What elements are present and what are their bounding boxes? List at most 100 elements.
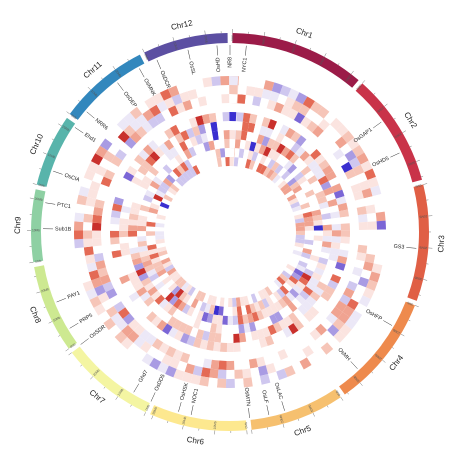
heat-cell	[259, 154, 268, 165]
heat-cell	[147, 185, 158, 194]
tick-mark	[112, 66, 116, 70]
heat-cell	[176, 121, 186, 133]
tick-mark	[29, 262, 34, 264]
heat-cell	[270, 161, 280, 172]
heat-cell	[127, 330, 140, 343]
heat-cell	[296, 193, 307, 202]
heat-cell	[176, 164, 186, 175]
heat-cell	[130, 252, 141, 260]
heat-cell	[352, 164, 365, 176]
heat-cell	[154, 112, 166, 125]
heat-cell	[253, 301, 261, 312]
heat-cell	[270, 332, 281, 344]
heat-cell	[172, 308, 182, 320]
heat-cell	[149, 252, 160, 260]
heat-cell	[159, 272, 170, 282]
heat-cell	[120, 337, 134, 350]
heat-cell	[250, 367, 260, 378]
heat-cell	[261, 116, 271, 128]
heat-cell	[320, 181, 332, 191]
heat-cell	[256, 356, 266, 368]
heat-cell	[259, 97, 270, 109]
heat-cell	[128, 181, 140, 192]
heat-cell	[330, 117, 343, 131]
heat-cell	[74, 247, 85, 258]
heat-cell	[359, 180, 371, 191]
tick-mark	[43, 152, 47, 155]
heat-cell	[300, 165, 312, 176]
heat-cell	[150, 290, 162, 301]
heat-cell	[287, 108, 299, 120]
heat-cell	[331, 223, 341, 231]
heat-cell	[92, 172, 104, 184]
heat-cell	[320, 290, 332, 302]
heat-cell	[316, 262, 327, 271]
tick-label: 0Mb	[355, 84, 362, 91]
heat-cell	[181, 303, 191, 315]
heat-cell	[292, 185, 303, 194]
heat-cell	[308, 306, 320, 318]
heat-cell	[77, 264, 89, 275]
heat-cell	[292, 209, 303, 216]
heat-cell	[294, 217, 305, 224]
heat-cell	[164, 279, 175, 289]
heat-cell	[317, 106, 330, 119]
tick-mark	[58, 335, 61, 337]
heat-cell	[348, 157, 361, 169]
tick-mark	[382, 359, 386, 363]
heat-cell	[153, 193, 164, 202]
heat-cell	[313, 286, 325, 297]
heat-cell	[375, 246, 386, 257]
heat-cell	[201, 330, 210, 341]
gene-leader-line	[281, 401, 285, 411]
heat-cell	[292, 284, 303, 295]
heat-cell	[330, 211, 341, 219]
heat-cell	[320, 342, 334, 355]
heat-cell	[310, 180, 321, 190]
heat-cell	[257, 290, 266, 301]
heat-cell	[131, 257, 143, 266]
tick-label: 0Mb	[230, 35, 234, 41]
heat-cell	[184, 363, 195, 375]
heat-cell	[273, 121, 284, 133]
heat-cell	[316, 281, 328, 291]
heat-cell	[216, 315, 223, 325]
heat-cell	[299, 256, 310, 264]
heat-cell	[175, 177, 185, 187]
heat-cell	[107, 143, 120, 156]
heat-cell	[156, 268, 167, 278]
heat-cell	[76, 194, 88, 206]
heat-cell	[155, 222, 165, 228]
heat-cell	[137, 215, 148, 222]
heat-cell	[310, 101, 323, 114]
heat-cell	[161, 197, 172, 206]
gene-leader-line	[45, 202, 56, 205]
heat-cell	[252, 96, 262, 107]
heat-cell	[358, 229, 368, 238]
tick-mark	[130, 404, 132, 407]
heat-cell	[188, 146, 197, 157]
chromosome-label: Chr10	[28, 132, 45, 156]
heat-cell	[295, 349, 307, 362]
heat-cell	[286, 193, 297, 202]
tick-mark	[384, 103, 388, 107]
tick-label: 0Mb	[35, 259, 42, 264]
heat-cell	[155, 242, 166, 249]
heat-cell	[165, 365, 177, 378]
heat-cell	[300, 116, 312, 129]
heat-cell	[94, 199, 105, 209]
heat-cell	[306, 352, 320, 366]
heat-cell	[156, 214, 166, 220]
heat-cell	[356, 172, 368, 184]
heat-cell	[149, 357, 162, 370]
heat-cell	[111, 249, 122, 259]
tick-label: 10Mb	[32, 228, 40, 232]
heat-cell	[201, 311, 209, 322]
heat-cell	[229, 148, 235, 158]
tick-mark	[167, 421, 169, 424]
heat-cell	[169, 146, 179, 158]
heat-cell	[287, 177, 297, 187]
heat-cell	[220, 76, 230, 86]
heat-cell	[214, 332, 222, 343]
heat-cell	[287, 88, 300, 101]
